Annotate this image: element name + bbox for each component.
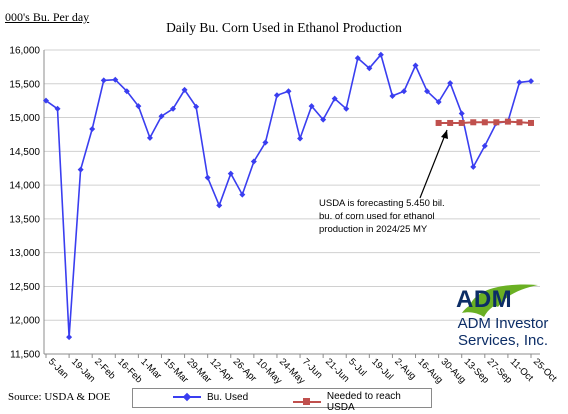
company-name: ADM Investor Services, Inc. <box>447 315 559 349</box>
x-tick-label: 13-Sep <box>462 356 491 385</box>
needed-point <box>458 119 465 126</box>
bu-used-point <box>458 110 465 117</box>
x-tick-label: 29-Mar <box>184 356 213 385</box>
legend-swatch-bu-used <box>173 391 201 403</box>
y-tick-label: 15,500 <box>9 79 40 90</box>
bu-used-point <box>354 55 361 62</box>
legend: Bu. Used Needed to reach USDA <box>132 388 432 413</box>
bu-used-point <box>320 116 327 123</box>
y-axis: 11,500 12,000 12,500 13,000 13,500 14,000 14,5… <box>9 46 45 361</box>
bu-used-point <box>285 88 292 95</box>
bu-used-point <box>273 92 280 99</box>
x-tick-label: 30-Aug <box>438 356 467 385</box>
bu-used-point <box>250 158 257 165</box>
bu-used-point <box>297 135 304 142</box>
bu-used-point <box>216 202 223 209</box>
x-tick-label: 16-Aug <box>415 356 444 385</box>
bu-used-point <box>146 134 153 141</box>
bu-used-point <box>43 97 49 104</box>
chart-title: Daily Bu. Corn Used in Ethanol Productio… <box>166 20 402 35</box>
needed-point <box>516 119 523 126</box>
needed-point <box>493 119 500 126</box>
bu-used-point <box>227 170 234 177</box>
company-line-1: ADM Investor <box>457 315 549 332</box>
y-tick-label: 12,500 <box>9 282 40 293</box>
bu-used-point <box>377 51 384 58</box>
bu-used-point <box>89 126 96 133</box>
bu-used-point <box>135 103 142 110</box>
bu-used-point <box>470 163 477 170</box>
x-tick-label: 12-Apr <box>208 356 236 384</box>
legend-label-needed: Needed to reach USDA <box>326 391 401 413</box>
bu-used-point <box>123 88 130 95</box>
needed-point <box>447 119 454 126</box>
bu-used-point <box>343 105 350 112</box>
needed-point <box>528 119 534 126</box>
annotation-arrow <box>419 129 448 199</box>
x-tick-label: 19-Jan <box>69 356 97 384</box>
x-tick-label: 15-Mar <box>161 356 190 385</box>
arrow-head <box>441 130 448 139</box>
source-note: Source: USDA & DOE <box>8 391 111 403</box>
x-tick-label: 16-Feb <box>115 356 144 385</box>
bu-used-point <box>308 103 315 110</box>
y-tick-label: 15,000 <box>9 113 40 124</box>
y-tick-label: 13,500 <box>9 214 40 225</box>
bu-used-point <box>193 103 200 110</box>
gridlines <box>44 49 540 355</box>
bu-used-point <box>158 113 165 120</box>
bu-used-point <box>100 77 107 84</box>
legend-item-needed: Needed to reach USDA <box>293 391 431 413</box>
needed-point <box>435 119 442 126</box>
x-tick-label: 21-Jun <box>323 356 351 384</box>
bu-used-point <box>481 142 488 149</box>
bu-used-point <box>424 88 431 95</box>
legend-swatch-needed <box>293 396 321 408</box>
bu-used-point <box>516 79 523 86</box>
bu-used-point <box>389 92 396 99</box>
y-tick-label: 12,000 <box>9 316 40 327</box>
bu-used-point <box>412 62 419 69</box>
x-axis: 5-Jan19-Jan2-Feb16-Feb1-Mar15-Mar29-Mar1… <box>44 353 559 387</box>
y-tick-label: 13,000 <box>9 248 40 259</box>
bu-used-point <box>204 174 211 181</box>
bu-used-point <box>77 166 84 173</box>
bu-used-point <box>435 99 442 106</box>
x-tick-label: 2-Aug <box>392 356 418 382</box>
y-tick-label: 16,000 <box>9 46 40 57</box>
legend-item-bu-used: Bu. Used <box>173 391 248 403</box>
x-tick-label: 27-Sep <box>485 356 514 385</box>
y-tick-label: 11,500 <box>10 350 40 361</box>
adm-logo-text: ADM <box>456 286 513 313</box>
bu-used-point <box>54 105 61 112</box>
arrow-shaft <box>419 129 448 199</box>
bu-used-point <box>400 88 407 95</box>
bu-used-point <box>239 191 246 198</box>
bu-used-point <box>366 65 373 72</box>
bu-used-point <box>331 95 338 102</box>
y-tick-label: 14,500 <box>9 147 40 158</box>
needed-point <box>504 118 511 125</box>
bu-used-point <box>170 105 177 112</box>
series-group <box>43 51 534 341</box>
legend-label-bu-used: Bu. Used <box>207 391 249 403</box>
bu-used-point <box>447 80 454 87</box>
forecast-annotation: USDA is forecasting 5.450 bil. bu. of co… <box>319 198 445 235</box>
x-tick-label: 26-Apr <box>231 356 259 384</box>
needed-point <box>470 119 477 126</box>
y-unit-label: 000's Bu. Per day <box>5 10 90 24</box>
bu-used-point <box>112 76 119 83</box>
x-tick-label: 5-Jan <box>46 356 71 381</box>
company-line-2: Services, Inc. <box>457 332 549 349</box>
needed-point <box>481 119 488 126</box>
y-tick-label: 14,000 <box>9 181 40 192</box>
bu-used-point <box>262 139 269 146</box>
bu-used-point <box>66 334 73 341</box>
bu-used-point <box>181 86 188 93</box>
x-tick-label: 25-Oct <box>531 356 559 384</box>
bu-used-point <box>528 78 534 85</box>
x-tick-label: 19-Jul <box>369 356 395 382</box>
adm-logo-icon <box>462 284 538 317</box>
